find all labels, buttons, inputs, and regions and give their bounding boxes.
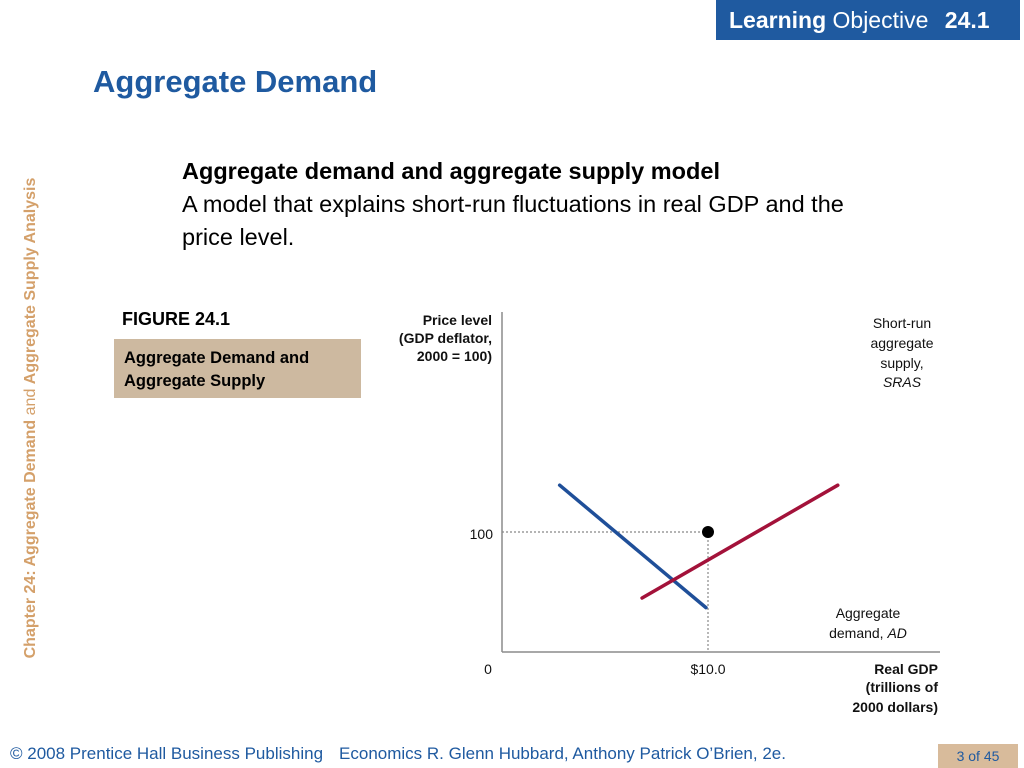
guides: [502, 531, 709, 652]
learning-objective-badge: Learning Objective 24.1: [716, 0, 1020, 40]
xlabel-group: Real GDP (trillions of 2000 dollars): [852, 661, 938, 715]
ad-label: Aggregate demand, AD: [829, 605, 907, 641]
sras-label: Short-run aggregate supply, SRAS: [870, 315, 933, 390]
slide-title: Aggregate Demand: [93, 64, 378, 99]
definition-block: Aggregate demand and aggregate supply mo…: [182, 155, 862, 254]
y-tick-100: 100: [470, 526, 494, 542]
sras-label-line-3: supply,: [880, 355, 923, 371]
sras-label-line-2: aggregate: [870, 335, 933, 351]
short-run-aggregate-supply-line: [640, 483, 840, 600]
definition-text: A model that explains short-run fluctuat…: [182, 191, 844, 250]
xlabel-line-1: Real GDP: [874, 661, 938, 677]
badge-learning: Learning: [729, 7, 827, 33]
footer-copyright: © 2008 Prentice Hall Business Publishing: [10, 744, 324, 763]
axes: [501, 312, 940, 653]
ylabel-line-3: 2000 = 100): [417, 348, 492, 364]
footer: © 2008 Prentice Hall Business Publishing…: [10, 744, 786, 764]
sras-label-line-4: SRAS: [883, 374, 922, 390]
x-tick-0: 0: [484, 661, 492, 677]
x-tick-10: $10.0: [690, 661, 725, 677]
ad-label-line-1: Aggregate: [836, 605, 901, 621]
ylabel-line-2: (GDP deflator,: [399, 330, 492, 346]
equilibrium-point: [702, 526, 714, 538]
definition-term: Aggregate demand and aggregate supply mo…: [182, 158, 720, 184]
ad-label-demand: demand,: [829, 625, 887, 641]
ad-label-abbrev: AD: [886, 625, 906, 641]
badge-objective: Objective: [832, 7, 929, 33]
ad-label-line-2: demand, AD: [829, 625, 907, 641]
aggregate-demand-line: [557, 483, 708, 610]
badge-number: 24.1: [944, 7, 990, 33]
footer-book: Economics R. Glenn Hubbard, Anthony Patr…: [339, 744, 786, 763]
xlabel-line-2: (trillions of: [866, 679, 939, 695]
ylabel-line-1: Price level: [423, 312, 492, 328]
sras-label-line-1: Short-run: [873, 315, 931, 331]
page-number: 3 of 45: [938, 744, 1018, 768]
figure-label: FIGURE 24.1: [122, 309, 231, 329]
xlabel-line-3: 2000 dollars): [852, 699, 938, 715]
figure-caption: Aggregate Demand and Aggregate Supply: [114, 339, 361, 398]
ylabel-group: Price level (GDP deflator, 2000 = 100): [399, 312, 492, 364]
